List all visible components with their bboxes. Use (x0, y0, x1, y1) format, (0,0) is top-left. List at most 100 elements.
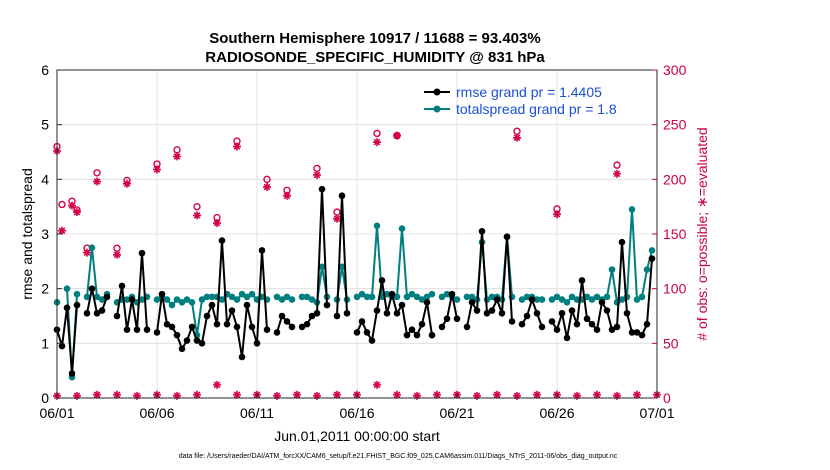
spread-point (278, 296, 286, 303)
rmse-point (463, 323, 471, 331)
obs-possible-marker (373, 129, 381, 138)
rmse-line-segment (356, 280, 433, 344)
rmse-point (218, 237, 226, 244)
spread-point (518, 296, 526, 303)
obs-evaluated-marker (73, 208, 81, 217)
spread-point (363, 293, 371, 301)
rmse-point (628, 329, 636, 336)
x-tick-label-6: 07/01 (639, 405, 674, 421)
obs-evaluated-marker (263, 182, 271, 191)
obs-evaluated-marker (313, 170, 321, 179)
spread-point (308, 296, 316, 303)
x-axis-ticks: 06/01 06/06 06/11 06/16 06/21 06/26 07/01 (39, 393, 675, 421)
rmse-point (573, 320, 581, 328)
rmse-point (288, 323, 296, 331)
spread-point (273, 293, 281, 301)
rmse-point (253, 340, 261, 347)
rmse-point (113, 312, 121, 320)
rmse-point (443, 315, 451, 323)
x-tick-label-2: 06/11 (240, 405, 274, 421)
rmse-point (633, 329, 641, 336)
spread-point (353, 293, 361, 301)
y-tick-label-6: 6 (41, 62, 49, 78)
rmse-point (503, 233, 511, 241)
rmse-point (233, 323, 241, 331)
rmse-point (523, 312, 531, 320)
rmse-point (608, 326, 616, 333)
obs-zero-marker (433, 390, 441, 399)
spread-point (288, 296, 296, 303)
rmse-point (93, 309, 101, 317)
rmse-point (123, 326, 131, 333)
y-tick-label-1: 1 (41, 335, 49, 351)
rmse-point (603, 307, 611, 314)
obs-zero-marker (113, 390, 121, 399)
rmse-point (198, 340, 206, 347)
x-tick-label-0: 06/01 (39, 405, 74, 421)
rmse-point (73, 301, 81, 309)
obs-evaluated-marker (613, 169, 621, 178)
spread-point (63, 285, 71, 292)
y-tick-label-2: 2 (41, 281, 49, 297)
rmse-point (593, 326, 601, 333)
legend-spread-label: totalspread grand pr = 1.8 (456, 101, 617, 117)
rmse-point (153, 329, 161, 336)
y-right-tick-label-6: 300 (663, 62, 687, 78)
rmse-point (563, 334, 571, 342)
spread-point (218, 296, 226, 303)
spread-point (468, 293, 476, 301)
obs-possible-marker (93, 169, 101, 177)
obs-possible-marker (193, 202, 201, 211)
rmse-point (83, 309, 91, 317)
spread-point (538, 296, 546, 303)
obs-evaluated-marker (393, 131, 401, 140)
spread-point (618, 296, 626, 303)
rmse-point (648, 255, 656, 262)
spread-point (198, 296, 206, 303)
rmse-point (98, 307, 106, 314)
rmse-point (588, 320, 596, 328)
legend-rmse-marker (433, 88, 441, 96)
rmse-point (358, 318, 366, 325)
rmse-point (178, 345, 186, 353)
rmse-point (398, 301, 406, 309)
obs-zero-marker (413, 391, 421, 400)
obs-zero-marker (293, 390, 301, 399)
rmse-point (478, 227, 486, 235)
spread-point (373, 222, 381, 230)
rmse-point (238, 353, 246, 361)
obs-possible-marker (263, 175, 271, 184)
spread-point (338, 263, 346, 271)
rmse-point (338, 192, 346, 200)
y-tick-label-3: 3 (41, 226, 49, 242)
spread-point (608, 266, 616, 273)
rmse-point (243, 301, 251, 309)
rmse-point (333, 312, 341, 320)
rmse-point (553, 326, 561, 333)
spread-point (93, 293, 101, 301)
spread-point (488, 293, 496, 301)
obs-evaluated-marker (83, 248, 91, 257)
spread-point (173, 296, 181, 303)
y-tick-label-0: 0 (41, 390, 49, 406)
rmse-point (403, 331, 411, 339)
spread-point (233, 296, 241, 303)
spread-point (88, 244, 96, 251)
y-right-tick-label-0: 0 (663, 390, 671, 406)
x-axis-label: Jun.01,2011 00:00:00 start (274, 428, 440, 444)
obs-evaluated-marker (173, 152, 181, 161)
legend-spread-marker (433, 105, 441, 113)
obs-zero-marker (613, 391, 621, 400)
obs-zero-marker (93, 390, 101, 399)
spread-point (153, 296, 161, 303)
spread-point (303, 293, 311, 301)
y-axis-label: rmse and totalspread (19, 168, 35, 300)
rmse-point (318, 185, 326, 193)
obs-evaluated-marker (58, 226, 66, 235)
rmse-point (188, 323, 196, 331)
y-axis-right-ticks: 0 50 100 150 200 250 300 (652, 62, 687, 406)
spread-point (188, 299, 196, 306)
spread-point (183, 296, 191, 303)
spread-point (403, 293, 411, 301)
